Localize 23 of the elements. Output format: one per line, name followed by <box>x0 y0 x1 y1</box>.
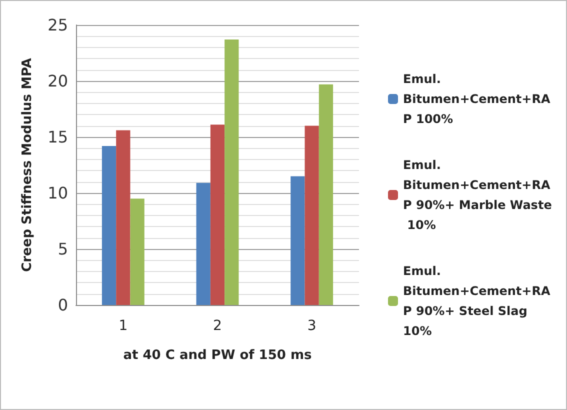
y-tick-label: 20 <box>48 72 68 90</box>
legend-label: Emul. Bitumen+Cement+RAP 90%+ Steel Slag 10% <box>403 264 551 338</box>
y-axis-title: Creep Stiffness Modulus MPA <box>20 58 35 272</box>
bar <box>102 146 116 305</box>
y-tick-label: 0 <box>58 296 68 314</box>
bar <box>318 84 334 305</box>
bar <box>210 124 225 305</box>
x-tick-label: 2 <box>213 318 222 334</box>
y-tick-label: 10 <box>48 184 68 202</box>
x-tick-label: 3 <box>307 318 316 334</box>
legend-label: Emul. Bitumen+Cement+RAP 90%+ Marble Waste 10% <box>403 158 552 232</box>
bar <box>224 40 239 305</box>
bar <box>304 126 319 305</box>
x-tick-label: 1 <box>118 318 128 334</box>
bar <box>196 182 210 305</box>
y-tick-label: 5 <box>58 240 68 258</box>
legend-label: Emul. Bitumen+Cement+RAP 100% <box>403 72 551 126</box>
y-tick-label: 15 <box>48 128 68 146</box>
y-tick-label: 25 <box>48 16 68 34</box>
bar <box>130 198 144 305</box>
bar <box>290 176 305 305</box>
bar <box>116 130 130 305</box>
x-axis-title: at 40 C and PW of 150 ms <box>123 348 312 363</box>
